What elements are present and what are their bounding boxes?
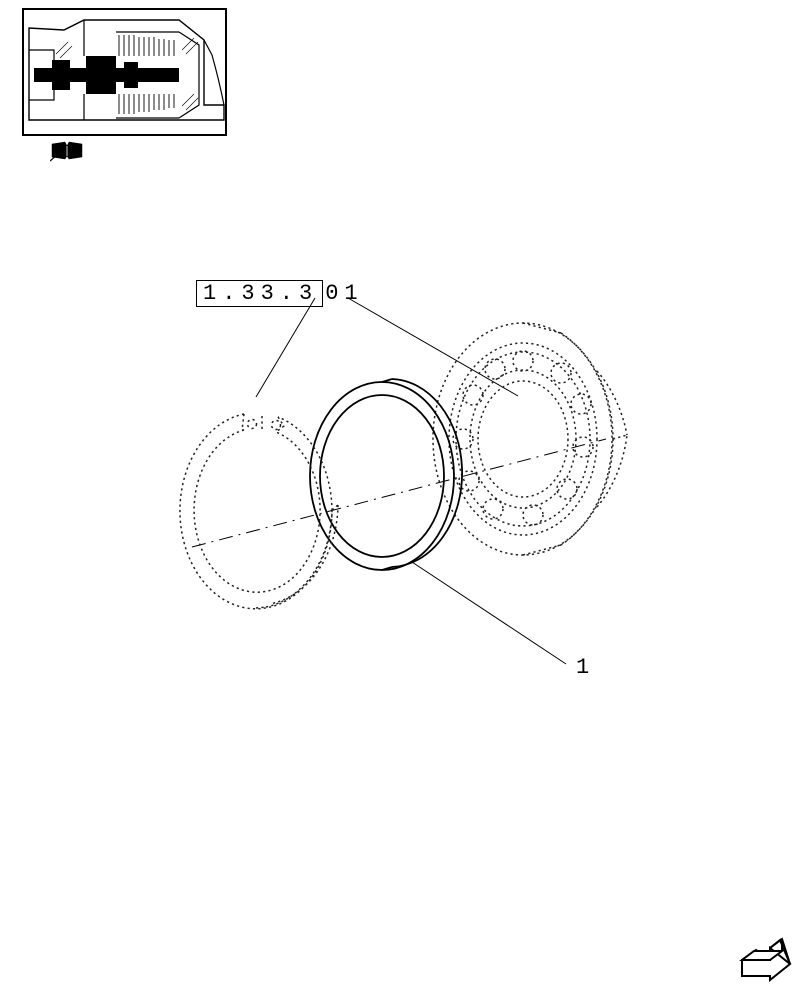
thumbnail-cross-section — [24, 10, 225, 134]
shim-ring — [310, 379, 462, 570]
ball-bearing — [433, 323, 627, 555]
next-page-arrow-icon[interactable] — [736, 930, 794, 982]
thumbnail-box — [22, 8, 227, 136]
book-icon — [50, 140, 80, 160]
exploded-diagram — [170, 260, 650, 700]
callout-1: 1 — [576, 655, 589, 680]
